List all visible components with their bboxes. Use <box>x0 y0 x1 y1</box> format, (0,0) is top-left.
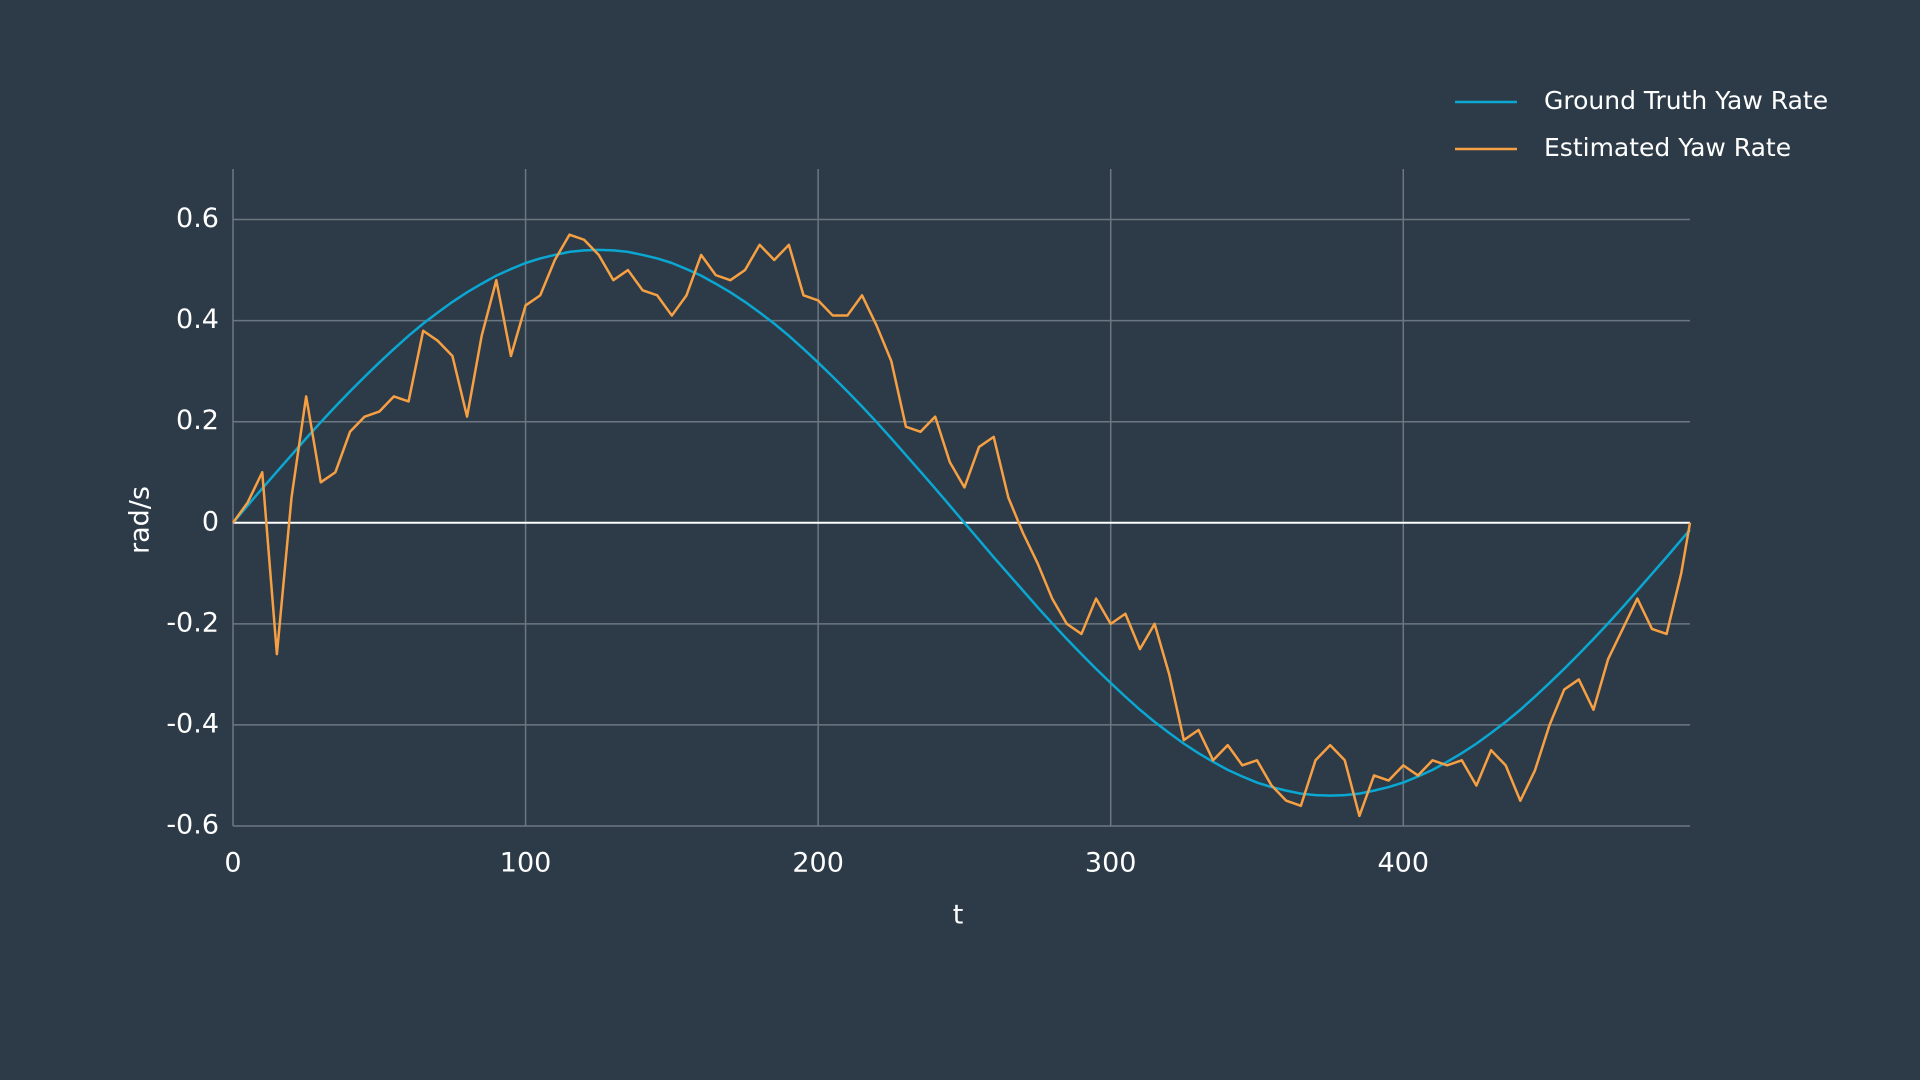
y-tick-label: 0.6 <box>176 203 219 234</box>
y-tick-label: 0.2 <box>176 405 219 436</box>
y-axis-label: rad/s <box>125 486 156 554</box>
x-tick-label: 400 <box>1378 848 1430 879</box>
x-tick-label: 300 <box>1085 848 1137 879</box>
y-tick-label: 0 <box>202 506 219 537</box>
y-tick-label: -0.6 <box>166 810 219 841</box>
data-line <box>232 248 1691 797</box>
legend-label: Ground Truth Yaw Rate <box>1544 86 1828 115</box>
x-tick-label: 100 <box>500 848 552 879</box>
x-axis-label: t <box>953 900 964 931</box>
legend-label: Estimated Yaw Rate <box>1544 133 1791 162</box>
y-tick-label: 0.4 <box>176 304 219 335</box>
y-tick-label: -0.2 <box>166 607 219 638</box>
x-tick-label: 0 <box>224 848 241 879</box>
x-tick-label: 200 <box>792 848 844 879</box>
data-line <box>231 233 1692 818</box>
y-tick-label: -0.4 <box>166 708 219 739</box>
